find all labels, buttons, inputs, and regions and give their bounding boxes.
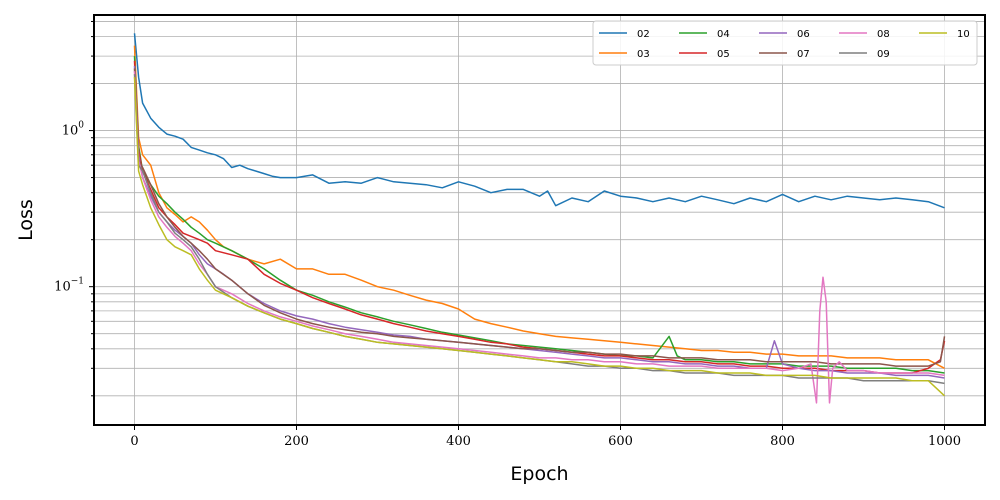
x-tick-label: 600 <box>608 434 633 449</box>
series-lines <box>133 33 946 404</box>
y-tick-label: 10−1 <box>54 277 84 295</box>
legend-label-07: 07 <box>797 49 810 60</box>
series-line-02 <box>133 33 945 209</box>
series-line-10 <box>133 77 946 397</box>
legend-label-09: 09 <box>877 49 890 60</box>
series-line-07 <box>133 68 946 367</box>
x-tick-label: 1000 <box>928 434 961 449</box>
legend-label-04: 04 <box>717 29 730 40</box>
legend-label-02: 02 <box>637 29 650 40</box>
x-tick-label: 800 <box>770 434 795 449</box>
legend-label-05: 05 <box>717 49 730 60</box>
y-tick-label: 100 <box>62 121 85 139</box>
legend-label-06: 06 <box>797 29 810 40</box>
legend-label-08: 08 <box>877 29 890 40</box>
x-tick-label: 200 <box>284 434 309 449</box>
series-line-05 <box>133 60 946 374</box>
y-axis-label: Loss <box>15 199 37 241</box>
x-axis-label: Epoch <box>510 463 568 485</box>
series-line-03 <box>133 45 945 369</box>
plot-frame <box>93 14 986 426</box>
legend-label-03: 03 <box>637 49 650 60</box>
x-tick-label: 0 <box>130 434 138 449</box>
axis-ticks: 0 200 400 600 800 1000 100 10−1 <box>54 20 961 449</box>
x-tick-label: 400 <box>446 434 471 449</box>
legend: 02 03 04 05 06 07 08 09 10 <box>592 20 978 66</box>
legend-label-10: 10 <box>957 29 970 40</box>
legend-box <box>592 20 978 66</box>
